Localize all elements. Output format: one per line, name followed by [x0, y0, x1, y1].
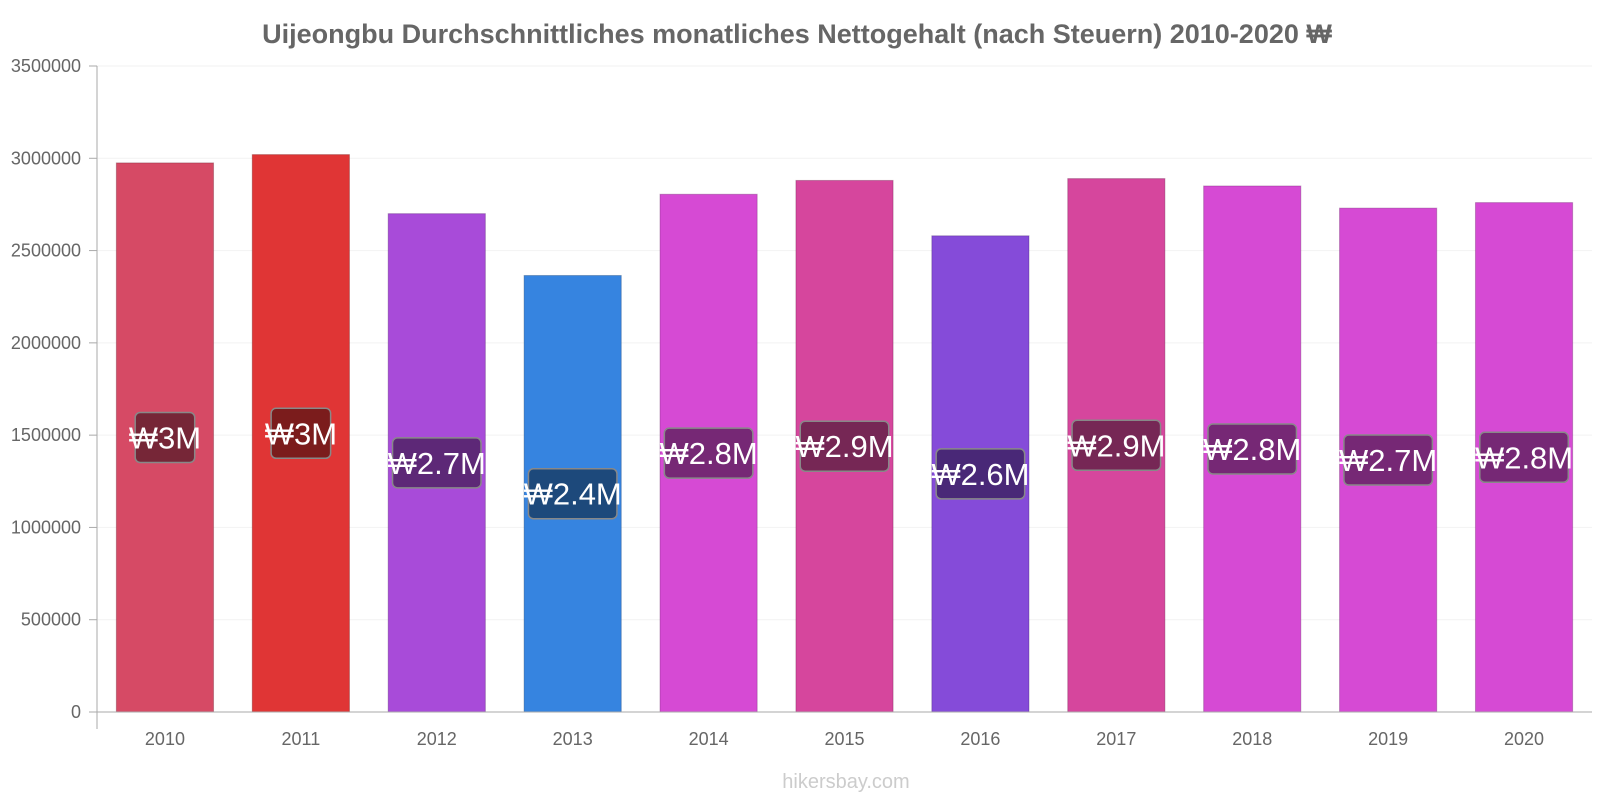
data-label-box: [1479, 431, 1570, 484]
data-label-2018: ₩2.8M: [1203, 423, 1301, 475]
y-tick-label: 1000000: [11, 517, 81, 537]
x-tick-label-2016: 2016: [960, 729, 1000, 749]
data-label-text: ₩2.9M: [1067, 428, 1165, 463]
data-label-text: ₩2.4M: [524, 477, 622, 512]
x-tick-label-2014: 2014: [689, 729, 729, 749]
y-tick-label: 3500000: [11, 56, 81, 76]
data-label-text: ₩2.9M: [795, 429, 893, 464]
data-label-text: ₩2.8M: [659, 436, 757, 471]
data-label-box: [391, 437, 482, 489]
data-label-box: [663, 427, 754, 479]
data-label-box: [799, 420, 890, 472]
x-axis-ticks: 2010 2011 2012 2013 2014 2015 2016 2017 2018 2019…: [145, 729, 1544, 749]
chart-title: Uijeongbu Durchschnittliches monatliches…: [262, 19, 1332, 49]
data-label-box: [935, 448, 1026, 500]
x-tick-label-2018: 2018: [1232, 729, 1272, 749]
y-tick-label: 1500000: [11, 425, 81, 445]
data-label-text: ₩3M: [265, 416, 337, 451]
data-label-text: ₩2.7M: [1339, 443, 1437, 478]
y-axis-ticks: 0 500000 1000000 1500000 2000000 2500000 30000…: [11, 56, 97, 722]
x-tick-label-2017: 2017: [1096, 729, 1136, 749]
y-tick-label: 500000: [21, 610, 81, 630]
data-label-text: ₩2.8M: [1203, 432, 1301, 467]
data-label-2011: ₩3M: [265, 407, 337, 460]
x-tick-label-2015: 2015: [824, 729, 864, 749]
data-labels: ₩3M ₩3M ₩2.7M ₩2.4M ₩2.8M ₩2.9M ₩2.6M ₩2.9M ₩2.8…: [129, 407, 1573, 520]
data-label-2017: ₩2.9M: [1067, 419, 1165, 472]
x-tick-label-2010: 2010: [145, 729, 185, 749]
x-tick-label-2011: 2011: [282, 729, 321, 749]
data-label-2016: ₩2.6M: [931, 448, 1030, 500]
data-label-box: [1071, 419, 1162, 472]
data-label-2010: ₩3M: [129, 411, 201, 464]
y-tick-label: 2500000: [11, 241, 81, 261]
data-label-2015: ₩2.9M: [795, 420, 894, 472]
data-label-box: [1343, 434, 1434, 486]
data-label-text: ₩3M: [129, 420, 201, 455]
x-tick-label-2020: 2020: [1504, 729, 1544, 749]
data-label-box: [527, 467, 618, 520]
y-tick-label: 0: [71, 702, 81, 722]
data-label-2012: ₩2.7M: [388, 437, 486, 489]
data-label-text: ₩2.8M: [1475, 440, 1573, 475]
x-tick-label-2013: 2013: [553, 729, 593, 749]
data-label-2014: ₩2.8M: [659, 427, 758, 479]
y-tick-label: 2000000: [11, 333, 81, 353]
x-tick-label-2012: 2012: [417, 729, 457, 749]
data-label-2013: ₩2.4M: [524, 467, 622, 520]
data-label-2020: ₩2.8M: [1475, 431, 1573, 484]
y-tick-label: 3000000: [11, 148, 81, 168]
footer-source: hikersbay.com: [782, 771, 909, 793]
data-label-text: ₩2.7M: [388, 446, 486, 481]
data-label-2019: ₩2.7M: [1339, 434, 1437, 486]
data-label-box: [134, 411, 196, 464]
data-label-text: ₩2.6M: [931, 457, 1029, 492]
x-tick-label-2019: 2019: [1368, 729, 1408, 749]
data-label-box: [270, 407, 332, 460]
data-label-box: [1207, 423, 1298, 475]
